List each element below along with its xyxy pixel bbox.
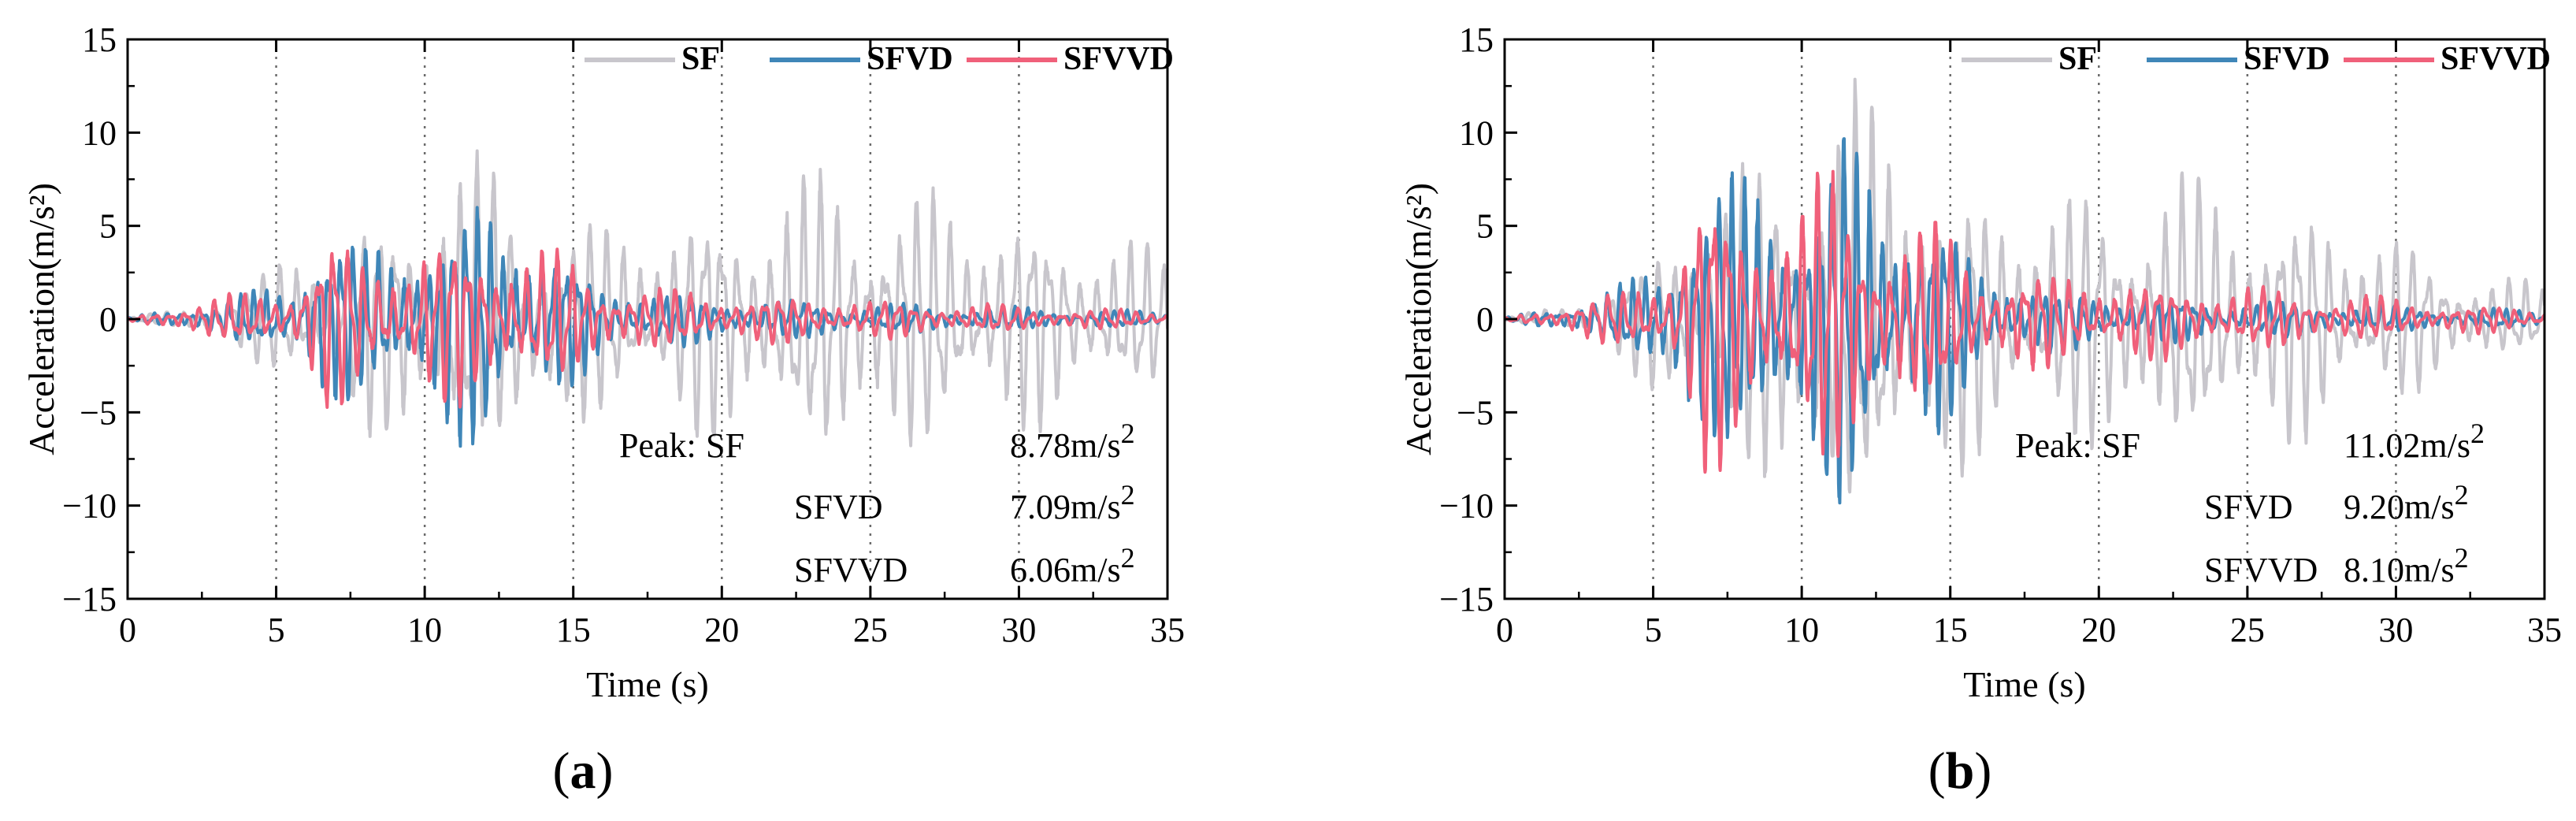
x-tick-label: 25 bbox=[2230, 611, 2265, 649]
x-tick-label: 35 bbox=[2527, 611, 2562, 649]
peak-series-name: SF bbox=[2102, 426, 2140, 465]
y-tick-label: 15 bbox=[1459, 20, 1494, 59]
x-tick-label: 15 bbox=[556, 611, 591, 649]
peak-value-number: 9.20m/s bbox=[2344, 488, 2455, 526]
legend-label-sfvd: SFVD bbox=[867, 41, 953, 77]
y-axis-label: Acceleration(m/s²) bbox=[1398, 183, 1438, 455]
x-tick-label: 20 bbox=[704, 611, 739, 649]
peak-value: 7.09m/s2 bbox=[1010, 479, 1135, 526]
peak-value-exponent: 2 bbox=[2455, 479, 2469, 511]
y-tick-label: 5 bbox=[99, 207, 117, 246]
series-line-sfvvd bbox=[1505, 169, 2544, 474]
x-axis-label: Time (s) bbox=[586, 664, 709, 704]
plot-area bbox=[1505, 77, 2544, 505]
y-tick-label: 15 bbox=[82, 20, 117, 59]
legend-label-sfvvd: SFVVD bbox=[1063, 41, 1174, 77]
peak-value: 8.78m/s2 bbox=[1010, 418, 1135, 465]
peak-title: Peak: bbox=[619, 426, 696, 465]
panel-letter: a bbox=[570, 742, 596, 800]
peak-value: 6.06m/s2 bbox=[1010, 542, 1135, 589]
series-line-sf bbox=[128, 149, 1167, 448]
plot-area bbox=[128, 149, 1167, 448]
peak-value-number: 7.09m/s bbox=[1010, 488, 1121, 526]
legend: SF SFVD SFVVD bbox=[1962, 41, 2551, 77]
legend-label-sf: SF bbox=[681, 41, 720, 77]
panel-label: (a) bbox=[553, 742, 614, 800]
peak-series-name: SFVVD bbox=[2204, 551, 2318, 589]
legend-label-sfvd: SFVD bbox=[2244, 41, 2330, 77]
peak-value-exponent: 2 bbox=[2470, 418, 2485, 449]
legend: SF SFVD SFVVD bbox=[585, 41, 1174, 77]
y-tick-label: 5 bbox=[1476, 207, 1494, 246]
y-tick-label: −5 bbox=[80, 393, 117, 432]
peak-value-number: 6.06m/s bbox=[1010, 551, 1121, 589]
x-axis-label: Time (s) bbox=[1963, 664, 2086, 704]
x-tick-label: 30 bbox=[1001, 611, 1036, 649]
panel-label: (b) bbox=[1928, 742, 1992, 800]
peak-series-name: SFVVD bbox=[794, 551, 908, 589]
peak-value-exponent: 2 bbox=[2455, 542, 2469, 574]
peak-value-exponent: 2 bbox=[1121, 479, 1135, 511]
series-line-sfvvd bbox=[128, 247, 1167, 409]
y-tick-label: 10 bbox=[82, 113, 117, 152]
peak-value-exponent: 2 bbox=[1121, 418, 1135, 449]
peak-value: 11.02m/s2 bbox=[2344, 418, 2485, 465]
peak-value-number: 11.02m/s bbox=[2344, 426, 2470, 465]
peak-title: Peak: bbox=[2015, 426, 2092, 465]
y-axis-label: Acceleration(m/s²) bbox=[21, 183, 61, 455]
x-tick-label: 0 bbox=[1496, 611, 1513, 649]
peak-value: 9.20m/s2 bbox=[2344, 479, 2469, 526]
chart-panel-a: 0 5 10 15 20 25 30 35 −15 −10 −5 0 5 10 15 Time (s) Acce… bbox=[21, 20, 1185, 800]
legend-label-sfvvd: SFVVD bbox=[2441, 41, 2551, 77]
y-tick-label: −5 bbox=[1457, 393, 1494, 432]
x-tick-label: 10 bbox=[407, 611, 442, 649]
y-tick-label: −10 bbox=[62, 487, 117, 526]
x-tick-label: 5 bbox=[268, 611, 285, 649]
x-tick-label: 25 bbox=[853, 611, 888, 649]
x-tick-label: 10 bbox=[1784, 611, 1819, 649]
chart-panel-b: 0 5 10 15 20 25 30 35 −15 −10 −5 0 5 10 15 Time (s) Acce… bbox=[1398, 20, 2562, 800]
x-tick-label: 30 bbox=[2378, 611, 2413, 649]
peak-value-number: 8.78m/s bbox=[1010, 426, 1121, 465]
peak-value-number: 8.10m/s bbox=[2344, 551, 2455, 589]
y-tick-label: −15 bbox=[1439, 580, 1494, 619]
peak-value: 8.10m/s2 bbox=[2344, 542, 2469, 589]
y-tick-label: −10 bbox=[1439, 487, 1494, 526]
x-tick-label: 0 bbox=[119, 611, 136, 649]
peak-value-exponent: 2 bbox=[1121, 542, 1135, 574]
x-tick-label: 35 bbox=[1150, 611, 1185, 649]
x-tick-label: 5 bbox=[1645, 611, 1662, 649]
y-tick-label: −15 bbox=[62, 580, 117, 619]
legend-label-sf: SF bbox=[2058, 41, 2097, 77]
y-tick-label: 0 bbox=[1476, 300, 1494, 339]
y-tick-label: 10 bbox=[1459, 113, 1494, 152]
x-tick-label: 20 bbox=[2081, 611, 2116, 649]
panel-letter: b bbox=[1946, 742, 1975, 800]
peak-series-name: SF bbox=[706, 426, 744, 465]
y-tick-label: 0 bbox=[99, 300, 117, 339]
peak-series-name: SFVD bbox=[2204, 488, 2293, 526]
x-tick-label: 15 bbox=[1933, 611, 1968, 649]
peak-series-name: SFVD bbox=[794, 488, 883, 526]
